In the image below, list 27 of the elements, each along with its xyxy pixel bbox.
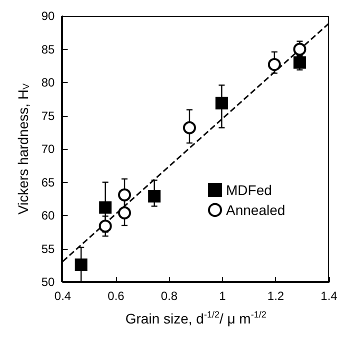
y-tick-label: 75 [41, 108, 56, 123]
y-tick-label: 90 [41, 9, 56, 23]
x-tick-label: 0.6 [108, 289, 125, 303]
y-tick-label: 55 [41, 242, 56, 256]
point [268, 58, 281, 72]
x-tick-label: 1 [219, 289, 226, 303]
point [182, 121, 196, 134]
point [118, 206, 132, 220]
y-tick-label: 80 [41, 76, 56, 90]
point [148, 190, 161, 202]
y-tick-label: 50 [41, 275, 56, 289]
legend-label: MDFed [226, 182, 272, 198]
x-tick-label: 1.4 [320, 289, 338, 303]
y-tick-label: 65 [41, 175, 56, 190]
point [99, 201, 112, 214]
y-axis-title: Vickers hardness, HV [15, 83, 31, 215]
legend-label: Annealed [226, 202, 286, 218]
x-tick-label: 1.2 [267, 289, 284, 303]
y-tick-label: 70 [41, 142, 56, 156]
y-tick-label: 60 [41, 208, 56, 222]
x-tick-label: 0.4 [54, 289, 72, 303]
y-tick-label: 85 [41, 42, 56, 56]
point [215, 96, 228, 110]
x-tick-label: 0.8 [160, 289, 178, 303]
point [118, 188, 132, 202]
point [98, 220, 112, 233]
point [74, 258, 88, 271]
